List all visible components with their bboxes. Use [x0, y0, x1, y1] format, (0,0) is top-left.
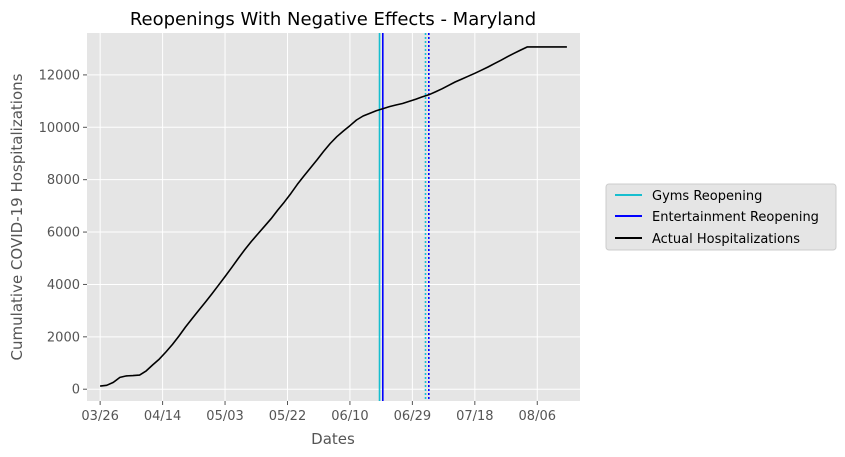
- y-tick-label: 12000: [39, 68, 80, 83]
- legend-label-actual: Actual Hospitalizations: [652, 232, 800, 247]
- x-tick-label: 08/06: [519, 409, 556, 424]
- y-tick-label: 2000: [47, 330, 80, 345]
- y-tick-label: 0: [72, 383, 80, 398]
- y-tick-label: 8000: [47, 173, 80, 188]
- x-axis-title: Dates: [311, 430, 355, 448]
- x-axis: 03/26 04/14 05/03 05/22 06/10 06/29 07/18 08/06: [81, 401, 556, 424]
- y-tick-label: 6000: [47, 226, 80, 241]
- chart-title: Reopenings With Negative Effects - Maryl…: [130, 9, 536, 30]
- x-tick-label: 07/18: [456, 409, 493, 424]
- y-axis-title: Cumulative COVID-19 Hospitalizations: [8, 73, 26, 360]
- legend: Gyms Reopening Entertainment Reopening A…: [605, 183, 837, 251]
- y-tick-label: 4000: [47, 278, 80, 293]
- plot-area: [87, 33, 580, 401]
- grid: [87, 33, 580, 401]
- x-tick-label: 03/26: [81, 409, 118, 424]
- x-tick-label: 05/03: [206, 409, 243, 424]
- y-tick-label: 10000: [39, 121, 80, 136]
- legend-box: [605, 183, 837, 251]
- legend-label-entertainment: Entertainment Reopening: [652, 210, 819, 225]
- x-tick-label: 04/14: [144, 409, 181, 424]
- series-group: [100, 46, 567, 387]
- x-tick-label: 05/22: [269, 409, 306, 424]
- y-axis: 0 2000 4000 6000 8000 10000 12000: [39, 68, 87, 398]
- x-tick-label: 06/10: [331, 409, 368, 424]
- x-tick-label: 06/29: [394, 409, 431, 424]
- legend-label-gyms: Gyms Reopening: [652, 189, 762, 204]
- series-line-actual-hospitalizations: [100, 46, 567, 387]
